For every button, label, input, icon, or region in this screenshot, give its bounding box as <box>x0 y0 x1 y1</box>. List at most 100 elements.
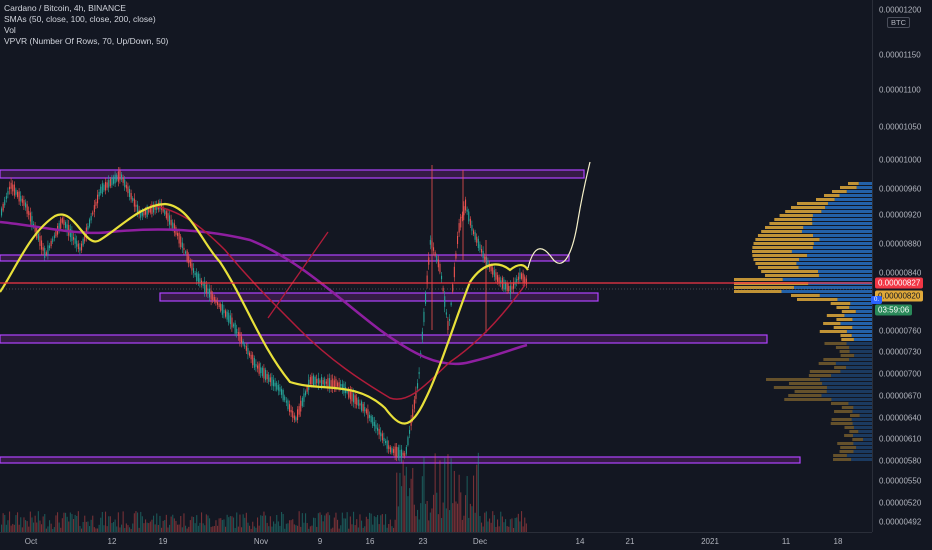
candle-body <box>74 238 76 244</box>
candle-body <box>305 391 307 396</box>
candle-body <box>329 378 331 389</box>
volume-bar <box>101 511 103 532</box>
vp-row-down <box>765 226 804 229</box>
vp-row-up <box>846 330 872 333</box>
candle-body <box>498 277 500 284</box>
zone-rect[interactable] <box>159 292 599 302</box>
chart-plot-area[interactable] <box>0 0 872 532</box>
volume-bar <box>351 524 353 532</box>
candle-body <box>522 273 524 283</box>
volume-bar <box>356 519 358 532</box>
time-axis[interactable]: Oct 12 19 Nov 9 16 23 Dec 14 21 2021 11 18 <box>0 532 872 550</box>
currency-badge[interactable]: BTC <box>887 17 910 28</box>
volume-bar <box>309 526 311 532</box>
candle-body <box>93 205 95 213</box>
candle-body <box>130 193 132 200</box>
vp-row-up <box>825 206 872 209</box>
time-tick-label: 2021 <box>701 537 719 546</box>
volume-bar <box>15 515 17 532</box>
legend-symbol[interactable]: Cardano / Bitcoin, 4h, BINANCE <box>4 3 126 13</box>
candle-body <box>97 194 99 204</box>
volume-bar <box>343 518 345 532</box>
vp-row-down <box>823 322 841 325</box>
candle-body <box>125 184 127 189</box>
legend-vpvr[interactable]: VPVR (Number Of Rows, 70, Up/Down, 50) <box>4 36 169 46</box>
candle-body <box>111 177 113 186</box>
price-tick-label: 0.00000492 <box>879 517 922 527</box>
vp-row-up <box>834 198 872 201</box>
volume-bar <box>125 523 127 532</box>
candle-body <box>220 304 222 311</box>
zone-rect[interactable] <box>0 169 585 179</box>
vp-row-down <box>834 366 846 369</box>
volume-bar <box>281 512 283 532</box>
volume-bar <box>397 506 399 532</box>
volume-bar <box>111 522 113 532</box>
candle-body <box>135 204 137 207</box>
candle-body <box>385 440 387 444</box>
vp-row-down <box>832 190 847 193</box>
volume-bar <box>461 519 463 532</box>
candle-body <box>442 287 444 292</box>
candle-body <box>233 324 235 327</box>
vp-row-down <box>734 278 783 281</box>
candle-body <box>383 437 385 442</box>
candle-body <box>338 382 340 388</box>
vp-row-up <box>858 182 872 185</box>
candle-body <box>276 382 278 390</box>
candle-body <box>92 212 94 215</box>
price-tick-label: 0.00000840 <box>879 268 922 278</box>
volume-bar <box>445 508 447 532</box>
candle-body <box>265 369 267 381</box>
candle-body <box>124 179 126 188</box>
volume-bar <box>220 518 222 532</box>
volume-bar <box>177 524 179 532</box>
legend-sma[interactable]: SMAs (50, close, 100, close, 200, close) <box>4 14 156 24</box>
vp-row-down <box>836 306 850 309</box>
candle-body <box>12 184 14 192</box>
candle-body <box>133 198 135 207</box>
time-tick-label: 21 <box>625 537 635 546</box>
vp-row-up <box>839 194 872 197</box>
candle-body <box>100 186 102 194</box>
vp-row-down <box>833 326 853 329</box>
volume-bar <box>237 526 239 532</box>
candle-body <box>242 340 244 345</box>
vp-row-up <box>855 310 872 313</box>
candle-body <box>524 276 526 284</box>
price-axis[interactable]: BTC 0.00001200 0.00001150 0.00001100 0.0000… <box>871 0 932 532</box>
candle-body <box>178 232 180 244</box>
volume-bar <box>41 524 43 532</box>
vp-row-up <box>863 438 872 441</box>
candle-body <box>217 301 219 305</box>
volume-bar <box>298 511 300 532</box>
vp-row-up <box>850 302 872 305</box>
vp-row-down <box>796 202 828 205</box>
volume-bar <box>313 517 315 532</box>
candle-body <box>506 283 508 292</box>
volume-bar <box>287 523 289 532</box>
volume-bar <box>65 512 67 532</box>
zone-rect[interactable] <box>0 334 768 344</box>
candle-body <box>322 380 324 385</box>
candle-body <box>58 223 60 231</box>
candle-body <box>101 183 103 194</box>
volume-bar <box>229 516 231 532</box>
candle-body <box>415 391 417 399</box>
volume-bar <box>55 515 57 532</box>
candle-body <box>369 414 371 418</box>
volume-bar <box>316 526 318 532</box>
candle-body <box>477 238 479 249</box>
candle-body <box>33 223 35 227</box>
vp-row-down <box>761 230 802 233</box>
candle-body <box>277 384 279 391</box>
candle-body <box>449 318 451 322</box>
sma100-line <box>149 204 526 400</box>
vp-row-up <box>852 318 872 321</box>
volume-bar <box>311 525 313 532</box>
legend-vol[interactable]: Vol <box>4 25 16 35</box>
time-tick-label: Oct <box>24 537 38 546</box>
candle-body <box>145 210 147 215</box>
candle-body <box>121 174 123 180</box>
vp-row-up <box>851 458 872 461</box>
